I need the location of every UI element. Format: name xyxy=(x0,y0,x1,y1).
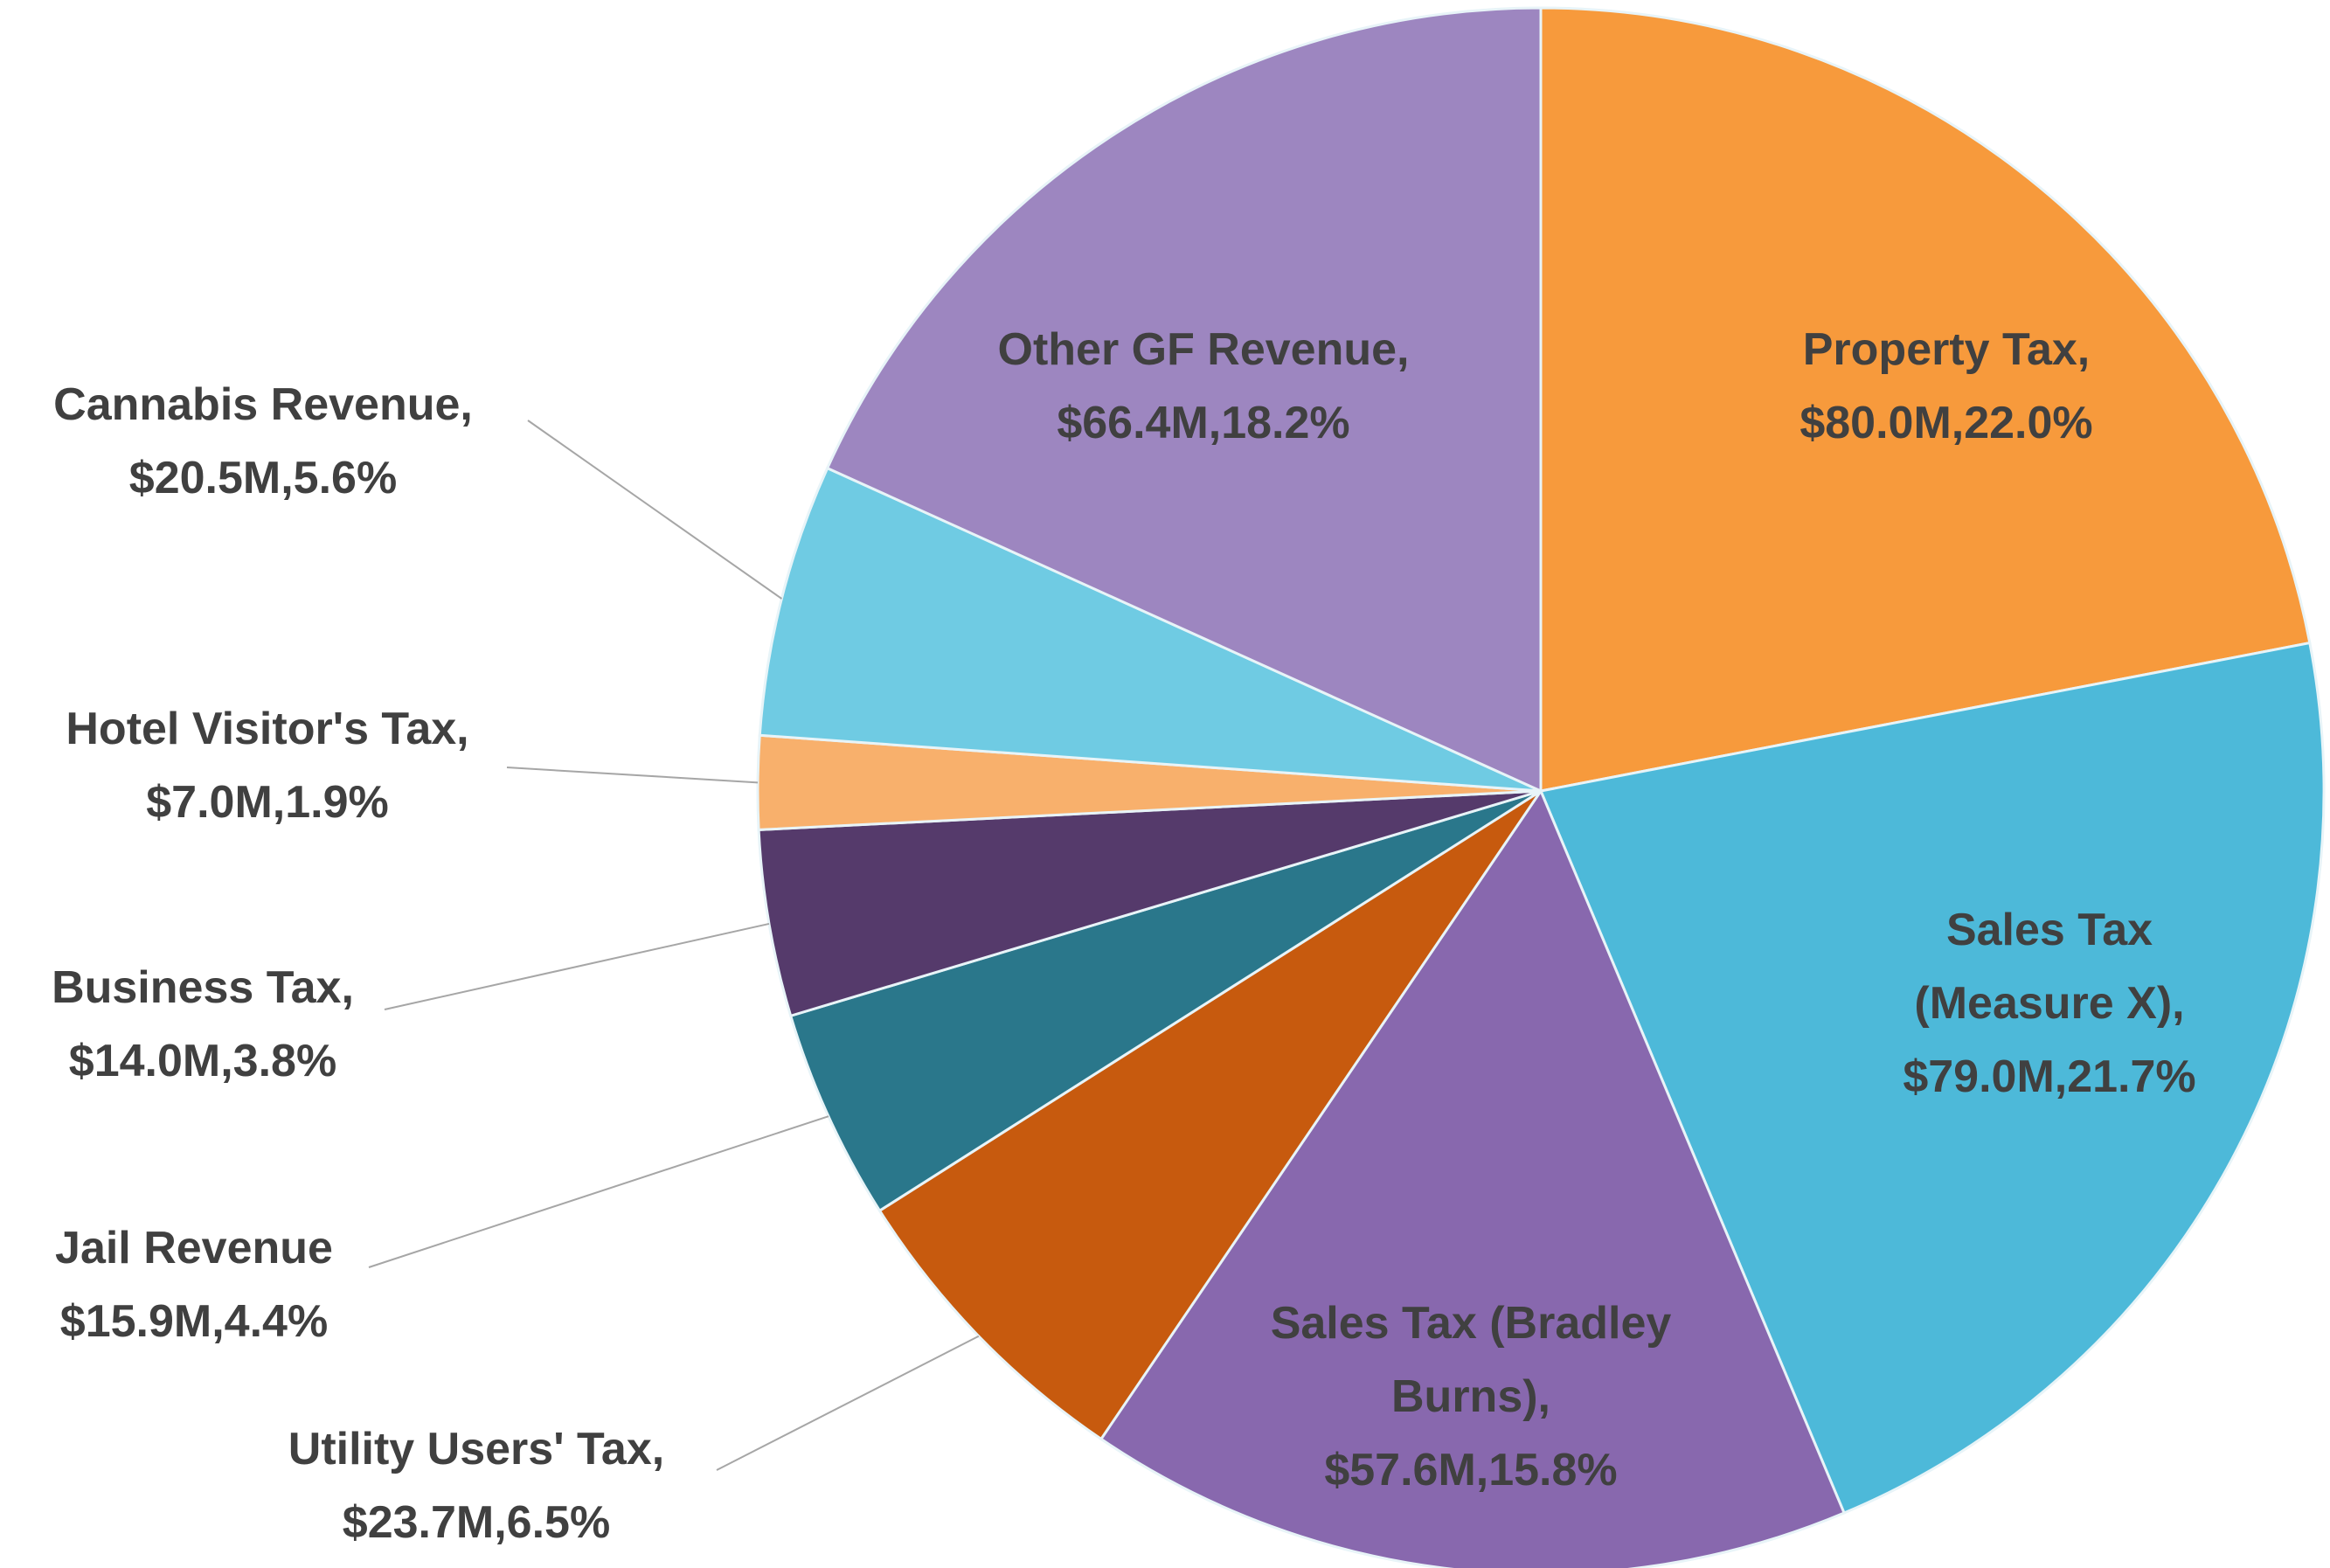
slice-label: Property Tax, $80.0M,22.0% xyxy=(1800,313,2092,460)
slice-label: Utility Users' Tax, $23.7M,6.5% xyxy=(288,1412,664,1559)
value-label: $57.6M,15.8% xyxy=(1324,1445,1618,1495)
slice-label: Cannabis Revenue, $20.5M,5.6% xyxy=(53,368,473,515)
pie-slice xyxy=(1538,641,2326,1516)
slice-label: Sales Tax (Bradley Burns), $57.6M,15.8% xyxy=(1244,1287,1698,1507)
value-label: $79.0M,21.7% xyxy=(1903,1051,2196,1102)
pie-slice xyxy=(758,466,1542,793)
category-label: Sales Tax (Measure X), xyxy=(1914,905,2185,1029)
leader-line xyxy=(506,767,759,784)
category-label: Jail Revenue xyxy=(55,1223,333,1273)
pie-slice xyxy=(877,789,1543,1441)
category-label: Utility Users' Tax, xyxy=(288,1424,665,1474)
category-label: Cannabis Revenue, xyxy=(53,379,473,430)
pie-slice xyxy=(757,789,1542,1018)
category-label: Hotel Visitor's Tax, xyxy=(66,704,469,754)
leader-line xyxy=(368,1115,829,1268)
value-label: $66.4M,18.2% xyxy=(1057,398,1350,448)
pie-slice xyxy=(1099,787,1847,1568)
leader-line xyxy=(716,1335,980,1471)
value-label: $15.9M,4.4% xyxy=(59,1296,329,1347)
value-label: $80.0M,22.0% xyxy=(1800,398,2093,448)
category-label: Sales Tax (Bradley Burns), xyxy=(1270,1298,1672,1422)
slice-label: Hotel Visitor's Tax, $7.0M,1.9% xyxy=(66,692,468,839)
slice-label: Other GF Revenue, $66.4M,18.2% xyxy=(998,313,1410,460)
slice-label: Sales Tax (Measure X), $79.0M,21.7% xyxy=(1857,893,2242,1114)
pie-slice xyxy=(825,6,1543,794)
category-label: Property Tax, xyxy=(1802,324,2091,375)
value-label: $14.0M,3.8% xyxy=(68,1036,337,1086)
value-label: $20.5M,5.6% xyxy=(128,453,398,503)
value-label: $23.7M,6.5% xyxy=(342,1497,611,1548)
slice-label: Business Tax, $14.0M,3.8% xyxy=(52,951,354,1098)
category-label: Business Tax, xyxy=(52,962,354,1013)
leader-line xyxy=(527,420,783,600)
slice-label: Jail Revenue $15.9M,4.4% xyxy=(55,1211,333,1358)
pie-slice xyxy=(1539,6,2312,793)
value-label: $7.0M,1.9% xyxy=(146,777,389,828)
category-label: Other GF Revenue, xyxy=(997,324,1410,375)
leader-line xyxy=(384,922,770,1010)
